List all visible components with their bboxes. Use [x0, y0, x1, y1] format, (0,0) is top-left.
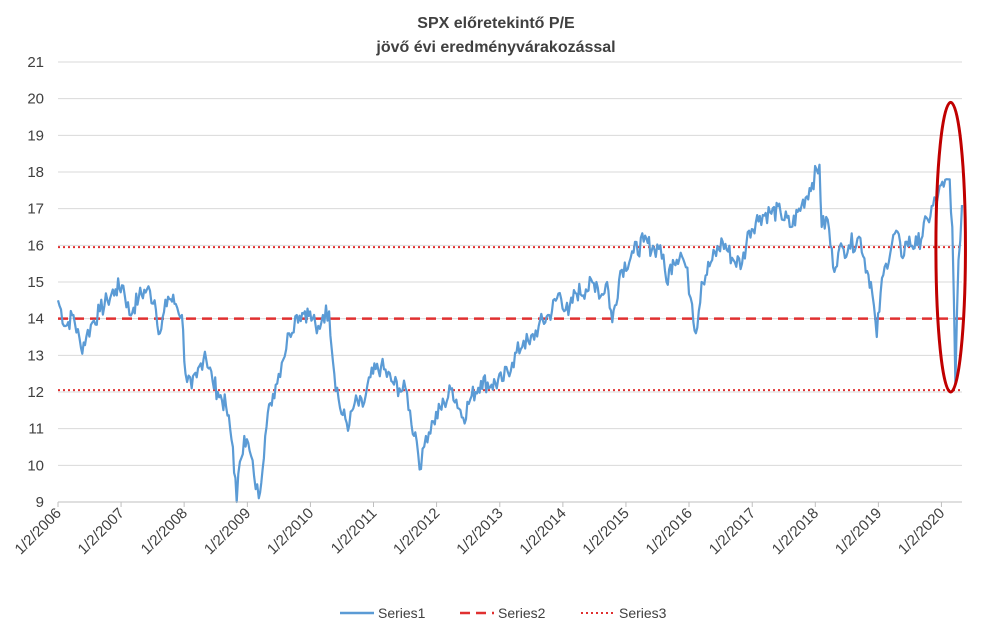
x-tick-label: 1/2/2020 [895, 505, 948, 558]
x-tick-label: 1/2/2016 [643, 505, 696, 558]
x-axis: 1/2/2006 1/2/2007 1/2/2008 1/2/2009 1/2/2010… [12, 501, 962, 558]
x-tick-label: 1/2/2010 [264, 505, 317, 558]
annotations [934, 100, 967, 394]
x-tick-label: 1/2/2007 [75, 505, 128, 558]
chart-subtitle: jövő évi eredményvárakozással [375, 39, 615, 56]
legend-label: Series3 [619, 605, 667, 621]
y-tick-label: 20 [27, 91, 44, 108]
y-tick-label: 17 [27, 201, 44, 218]
x-tick-label: 1/2/2017 [706, 505, 759, 558]
x-tick-label: 1/2/2015 [579, 505, 632, 558]
y-tick-label: 21 [27, 54, 44, 71]
y-tick-label: 10 [27, 457, 44, 474]
y-tick-label: 19 [27, 127, 44, 144]
legend-label: Series2 [498, 605, 546, 621]
x-tick-label: 1/2/2008 [138, 505, 191, 558]
x-tick-label: 1/2/2018 [769, 505, 822, 558]
y-tick-label: 16 [27, 237, 44, 254]
reference-lines [58, 246, 962, 392]
legend: Series1 Series2 Series3 [340, 605, 667, 621]
gridlines [58, 61, 962, 503]
x-tick-label: 1/2/2013 [453, 505, 506, 558]
y-tick-label: 11 [28, 421, 44, 438]
y-tick-label: 13 [27, 347, 44, 364]
x-tick-label: 1/2/2011 [328, 505, 381, 558]
x-tick-label: 1/2/2019 [832, 505, 885, 558]
y-tick-label: 14 [27, 311, 44, 328]
highlight-ellipse [934, 100, 967, 394]
y-tick-label: 18 [27, 164, 44, 181]
series-lines [56, 163, 964, 504]
y-tick-label: 9 [36, 494, 44, 511]
x-tick-label: 1/2/2012 [390, 505, 443, 558]
x-tick-label: 1/2/2009 [201, 505, 254, 558]
chart-title: SPX előretekintő P/E [417, 15, 575, 32]
legend-label: Series1 [378, 605, 426, 621]
y-axis: 9 10 11 12 13 14 15 16 17 18 19 20 21 [27, 54, 44, 511]
y-tick-label: 15 [27, 274, 44, 291]
y-tick-label: 12 [27, 384, 44, 401]
x-tick-label: 1/2/2014 [516, 505, 569, 558]
series1-line [56, 163, 964, 504]
x-tick-label: 1/2/2006 [12, 505, 65, 558]
